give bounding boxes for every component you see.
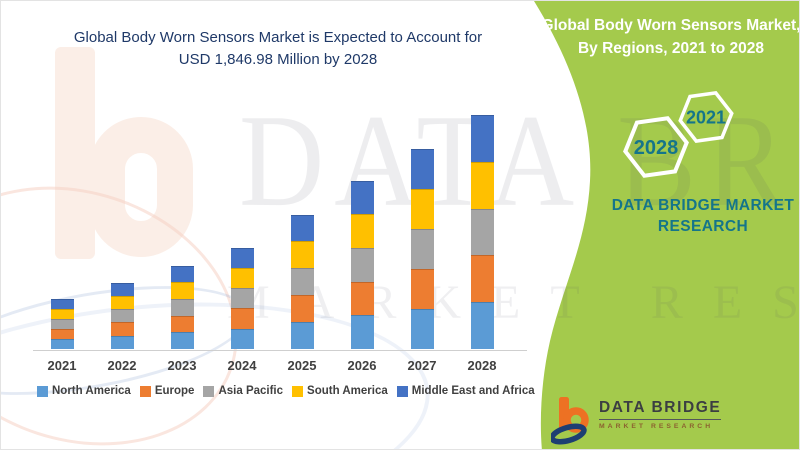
bar-2026-segment-europe — [350, 281, 374, 316]
hexagon-2028-label: 2028 — [634, 137, 679, 159]
bar-2028-segment-middle-east-and-africa — [470, 115, 494, 162]
bar-2022-segment-europe — [110, 322, 134, 336]
legend-swatch-south-america — [292, 385, 304, 397]
logo-name: DATA BRIDGE — [599, 399, 722, 420]
bar-2028-segment-europe — [470, 255, 494, 303]
bar-2028-segment-asia-pacific — [470, 208, 494, 256]
page-title-line2: USD 1,846.98 Million by 2028 — [178, 50, 378, 68]
panel-title-line2: By Regions, 2021 to 2028 — [577, 40, 765, 58]
panel-title-line1: Global Body Worn Sensors Market, — [541, 17, 800, 34]
bar-2025-segment-north-america — [290, 322, 314, 349]
legend-label-south-america: South America — [307, 385, 388, 397]
brand-text-line2: RESEARCH — [657, 217, 749, 235]
bar-2027-segment-europe — [410, 269, 434, 309]
bar-2021-segment-south-america — [50, 309, 74, 319]
legend-label-asia-pacific: Asia Pacific — [218, 385, 284, 397]
bar-2025-segment-asia-pacific — [290, 268, 314, 296]
bar-2025-segment-middle-east-and-africa — [290, 214, 314, 242]
x-axis-label-2023: 2023 — [167, 358, 197, 373]
bar-2026-segment-middle-east-and-africa — [350, 180, 374, 215]
x-axis-label-2028: 2028 — [467, 358, 497, 373]
legend-label-middle-east-and-africa: Middle East and Africa — [411, 385, 535, 397]
legend-swatch-asia-pacific — [203, 385, 215, 397]
bar-2024-segment-middle-east-and-africa — [230, 247, 254, 268]
chart-legend: North America Europe Asia Pacific South Ame… — [37, 385, 535, 397]
panel-title: Global Body Worn Sensors Market, By Regi… — [536, 14, 800, 61]
x-axis-label-2025: 2025 — [287, 358, 317, 373]
bar-2028 — [470, 115, 494, 349]
hexagon-2028 — [623, 116, 689, 178]
x-axis-label-2026: 2026 — [347, 358, 377, 373]
bar-2026 — [350, 180, 374, 349]
bar-2021-segment-middle-east-and-africa — [50, 299, 74, 309]
bar-2028-segment-south-america — [470, 161, 494, 209]
bar-2024-segment-asia-pacific — [230, 288, 254, 309]
bar-2021-segment-europe — [50, 329, 74, 339]
bar-2021 — [50, 299, 74, 349]
hexagon-2021-label: 2021 — [686, 108, 726, 128]
bar-2024-segment-south-america — [230, 267, 254, 289]
bar-2027-segment-asia-pacific — [410, 229, 434, 269]
peach-b-watermark-stem — [55, 47, 95, 259]
brand-text: DATA BRIDGE MARKET RESEARCH — [603, 196, 799, 238]
bar-2023 — [170, 265, 194, 349]
bar-2026-segment-north-america — [350, 315, 374, 349]
x-axis-label-2021: 2021 — [47, 358, 77, 373]
bar-2025 — [290, 214, 314, 349]
legend-item-middle-east-and-africa: Middle East and Africa — [396, 385, 535, 397]
bar-2027-segment-south-america — [410, 189, 434, 229]
hexagon-badges: 2028 2021 — [623, 91, 734, 178]
legend-item-europe: Europe — [139, 385, 195, 397]
x-axis-label-2022: 2022 — [107, 358, 137, 373]
bar-2027 — [410, 149, 434, 349]
brand-text-line1: DATA BRIDGE MARKET — [611, 197, 795, 214]
bar-2024-segment-north-america — [230, 328, 254, 349]
legend-item-asia-pacific: Asia Pacific — [203, 385, 283, 397]
bar-2027-segment-middle-east-and-africa — [410, 149, 434, 189]
bar-2022 — [110, 282, 134, 349]
bar-2023-segment-south-america — [170, 282, 194, 299]
legend-swatch-middle-east-and-africa — [396, 385, 408, 397]
logo-subtitle: MARKET RESEARCH — [599, 423, 714, 430]
bar-2024-segment-europe — [230, 308, 254, 329]
logo-b-icon — [551, 397, 589, 445]
legend-label-europe: Europe — [154, 385, 195, 397]
x-axis-line — [33, 350, 527, 351]
hexagon-2021 — [678, 91, 734, 143]
bar-2022-segment-middle-east-and-africa — [110, 282, 134, 296]
legend-item-north-america: North America — [37, 385, 131, 397]
legend-item-south-america: South America — [292, 385, 388, 397]
legend-label-north-america: North America — [52, 385, 131, 397]
bar-2024 — [230, 247, 254, 349]
page-title: Global Body Worn Sensors Market is Expec… — [39, 27, 517, 71]
bar-2023-segment-asia-pacific — [170, 298, 194, 316]
legend-swatch-europe — [139, 385, 151, 397]
bar-2028-segment-north-america — [470, 302, 494, 349]
x-axis-label-2024: 2024 — [227, 358, 257, 373]
bar-2025-segment-europe — [290, 295, 314, 323]
x-axis-label-2027: 2027 — [407, 358, 437, 373]
bar-2022-segment-asia-pacific — [110, 309, 134, 323]
bar-2021-segment-north-america — [50, 339, 74, 349]
logo-text: DATA BRIDGE MARKET RESEARCH — [599, 395, 722, 430]
bar-2026-segment-asia-pacific — [350, 247, 374, 282]
bar-2021-segment-asia-pacific — [50, 319, 74, 329]
page-title-line1: Global Body Worn Sensors Market is Expec… — [73, 29, 483, 46]
legend-swatch-north-america — [37, 385, 48, 397]
bar-2027-segment-north-america — [410, 309, 434, 349]
bar-2023-segment-north-america — [170, 332, 194, 349]
bar-2023-segment-middle-east-and-africa — [170, 265, 194, 283]
bar-2022-segment-north-america — [110, 335, 134, 349]
company-logo: DATA BRIDGE MARKET RESEARCH — [551, 395, 722, 447]
bar-2026-segment-south-america — [350, 214, 374, 248]
bar-2023-segment-europe — [170, 315, 194, 333]
bar-2022-segment-south-america — [110, 295, 134, 310]
bar-2025-segment-south-america — [290, 241, 314, 269]
